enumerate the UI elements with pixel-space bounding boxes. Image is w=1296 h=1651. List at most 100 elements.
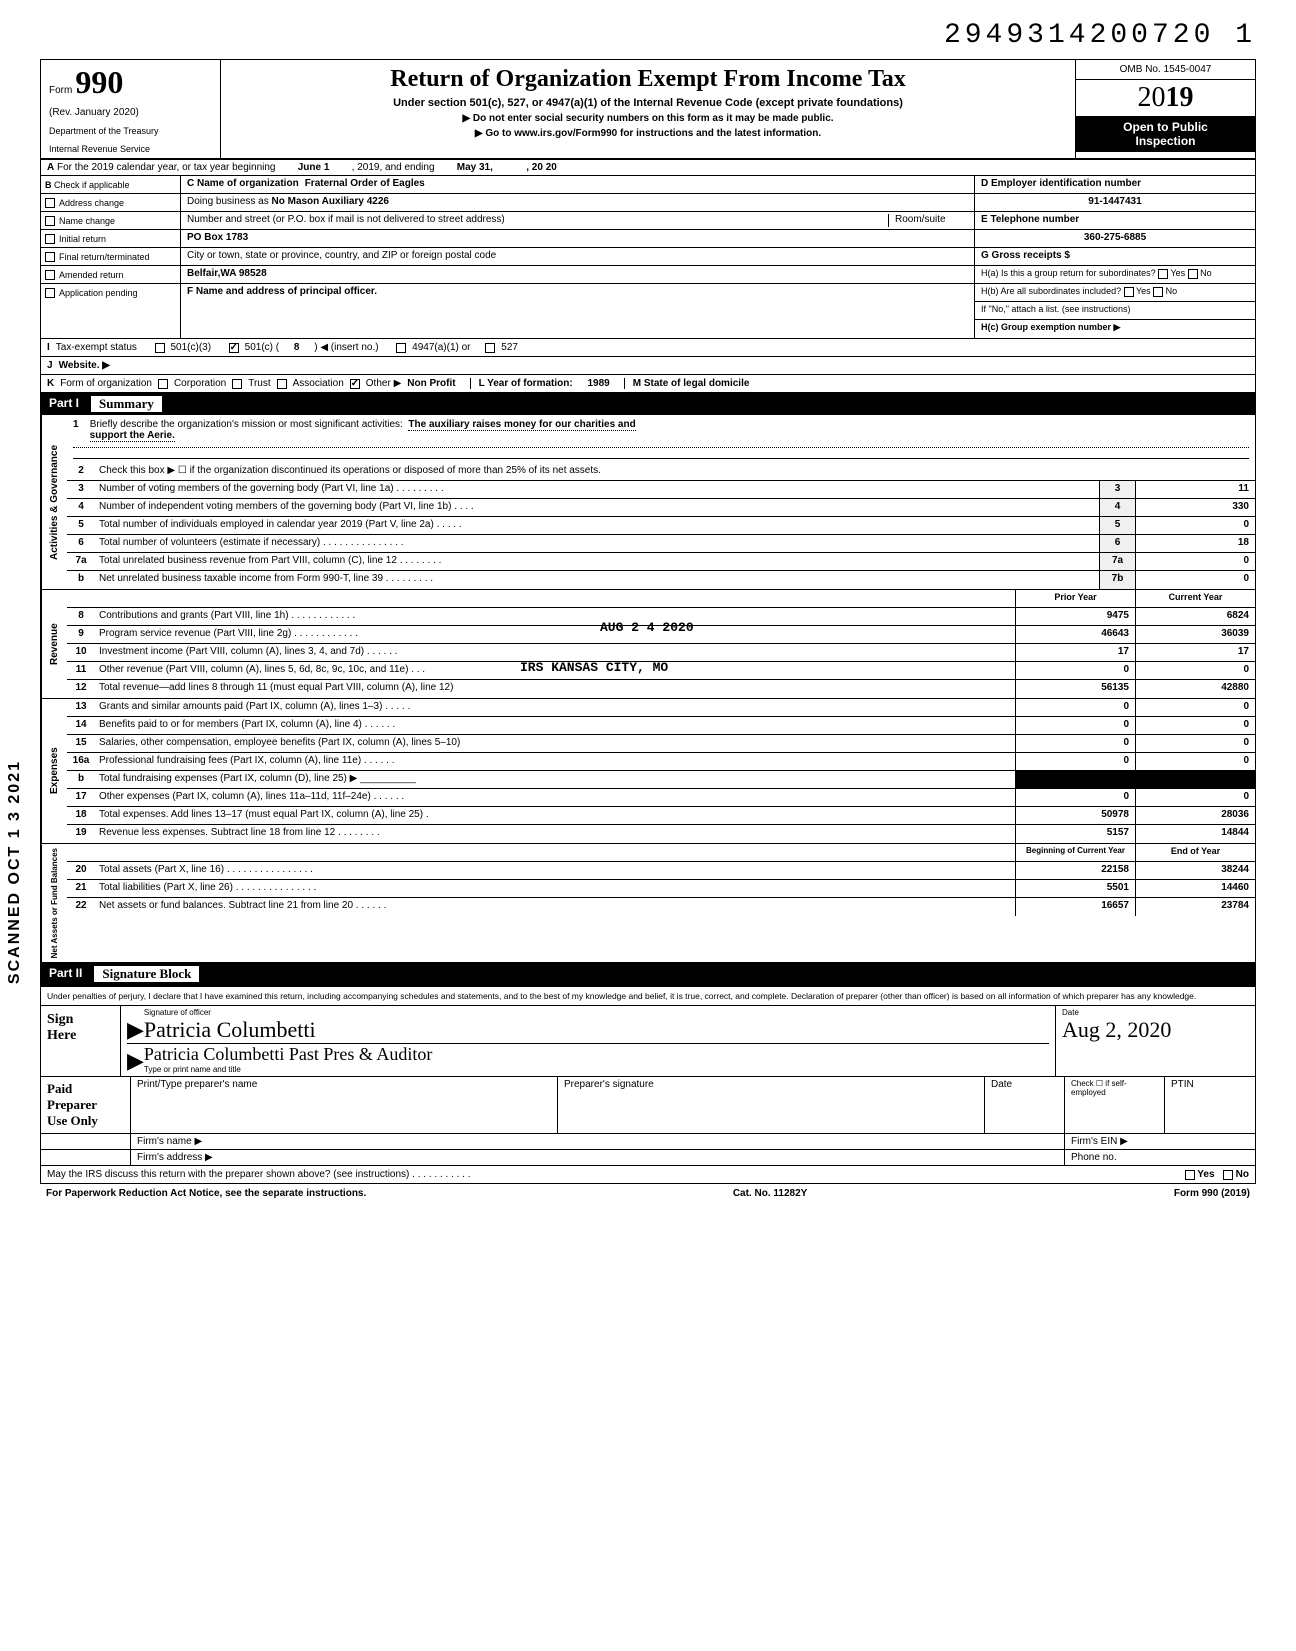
printed-name-hand: Patricia Columbetti Past Pres & Auditor xyxy=(144,1044,1049,1065)
year-prefix: 20 xyxy=(1138,82,1166,113)
row-prior: 0 xyxy=(1015,699,1135,716)
row-num: 9 xyxy=(67,626,95,643)
row-val: 11 xyxy=(1135,481,1255,498)
row-text: Total unrelated business revenue from Pa… xyxy=(95,553,1099,570)
checkbox-icon xyxy=(45,288,55,298)
m-label: M State of legal domicile xyxy=(624,378,750,389)
checkbox-icon[interactable] xyxy=(1158,269,1168,279)
d-label: D Employer identification number xyxy=(975,176,1255,194)
checkbox-icon[interactable] xyxy=(1223,1170,1233,1180)
checkbox-icon[interactable] xyxy=(232,379,242,389)
l-label-text: L Year of formation: xyxy=(479,378,573,389)
form-header: Form 990 (Rev. January 2020) Department … xyxy=(40,59,1256,160)
row-c-name: C Name of organization Fraternal Order o… xyxy=(181,176,974,194)
checkbox-icon[interactable] xyxy=(485,343,495,353)
sig-date: Date Aug 2, 2020 xyxy=(1055,1006,1255,1076)
summary-row: 15 Salaries, other compensation, employe… xyxy=(67,735,1255,753)
row-current: 36039 xyxy=(1135,626,1255,643)
note-ssn: ▶ Do not enter social security numbers o… xyxy=(231,113,1065,124)
checkbox-icon[interactable] xyxy=(158,379,168,389)
row-num: b xyxy=(67,771,95,788)
line-1-mission: 1 Briefly describe the organization's mi… xyxy=(67,415,1255,463)
row-val: 0 xyxy=(1135,571,1255,589)
line-1-val2: support the Aerie. xyxy=(90,430,175,442)
checkbox-icon[interactable] xyxy=(396,343,406,353)
row-val: 330 xyxy=(1135,499,1255,516)
row-prior: 0 xyxy=(1015,662,1135,679)
checkbox-icon[interactable] xyxy=(1153,287,1163,297)
line-a-end: May 31, xyxy=(457,162,493,173)
checkbox-icon[interactable] xyxy=(1124,287,1134,297)
summary-revenue: Revenue Prior Year Current Year 8 Contri… xyxy=(40,590,1256,699)
row-current: 0 xyxy=(1135,699,1255,716)
checkbox-icon[interactable] xyxy=(229,343,239,353)
b-check-label: Check if applicable xyxy=(54,180,130,190)
chk-final-return[interactable]: Final return/terminated xyxy=(41,248,180,266)
checkbox-icon[interactable] xyxy=(1185,1170,1195,1180)
summary-governance: Activities & Governance 1 Briefly descri… xyxy=(40,415,1256,590)
checkbox-icon xyxy=(45,234,55,244)
l-label: L Year of formation: xyxy=(470,378,573,389)
omb-number: OMB No. 1545-0047 xyxy=(1076,60,1255,80)
checkbox-icon[interactable] xyxy=(277,379,287,389)
row-current: 42880 xyxy=(1135,680,1255,698)
row-text: Other expenses (Part IX, column (A), lin… xyxy=(95,789,1015,806)
discuss-row: May the IRS discuss this return with the… xyxy=(40,1166,1256,1184)
open-line1: Open to Public xyxy=(1080,120,1251,134)
row-box: 3 xyxy=(1099,481,1135,498)
row-end: 14460 xyxy=(1135,880,1255,897)
row-val: 18 xyxy=(1135,535,1255,552)
hb-row: H(b) Are all subordinates included? Yes … xyxy=(975,284,1255,302)
row-dba: Doing business as No Mason Auxiliary 422… xyxy=(181,194,974,212)
summary-net-assets: Net Assets or Fund Balances Beginning of… xyxy=(40,844,1256,963)
vtab-expenses: Expenses xyxy=(41,699,67,843)
checkbox-icon xyxy=(45,270,55,280)
row-prior: 50978 xyxy=(1015,807,1135,824)
line-a-end2: , 20 20 xyxy=(526,162,557,173)
d-label-text: D Employer identification number xyxy=(981,178,1141,189)
summary-row: 19 Revenue less expenses. Subtract line … xyxy=(67,825,1255,843)
chk-label: Address change xyxy=(59,198,124,208)
document-number: 2949314200720 1 xyxy=(40,20,1256,51)
dba-label: Doing business as xyxy=(187,196,269,209)
row-num: b xyxy=(67,571,95,589)
row-num: 16a xyxy=(67,753,95,770)
row-begin: 22158 xyxy=(1015,862,1135,879)
checkbox-icon[interactable] xyxy=(1188,269,1198,279)
open-line2: Inspection xyxy=(1080,134,1251,148)
date-hand: Aug 2, 2020 xyxy=(1062,1017,1249,1043)
room-label: Room/suite xyxy=(888,214,968,227)
summary-row: 3 Number of voting members of the govern… xyxy=(67,481,1255,499)
preparer-row-2: Firm's name ▶ Firm's EIN ▶ xyxy=(41,1134,1255,1150)
row-text: Total revenue—add lines 8 through 11 (mu… xyxy=(95,680,1015,698)
row-prior: 5157 xyxy=(1015,825,1135,843)
chk-address-change[interactable]: Address change xyxy=(41,194,180,212)
row-prior: 9475 xyxy=(1015,608,1135,625)
no: No xyxy=(1166,286,1178,296)
row-num: 6 xyxy=(67,535,95,552)
checkbox-icon[interactable] xyxy=(155,343,165,353)
chk-initial-return[interactable]: Initial return xyxy=(41,230,180,248)
row-current: 0 xyxy=(1135,735,1255,752)
line-2: 2 Check this box ▶ ☐ if the organization… xyxy=(67,463,1255,481)
opt-4947: 4947(a)(1) or xyxy=(412,342,470,353)
row-prior: 46643 xyxy=(1015,626,1135,643)
form-subtitle: Under section 501(c), 527, or 4947(a)(1)… xyxy=(231,97,1065,109)
revision: (Rev. January 2020) xyxy=(49,107,212,118)
form-title: Return of Organization Exempt From Incom… xyxy=(231,66,1065,93)
row-text: Total assets (Part X, line 16) . . . . .… xyxy=(95,862,1015,879)
row-current: 6824 xyxy=(1135,608,1255,625)
preparer-row-3: Firm's address ▶ Phone no. xyxy=(41,1150,1255,1165)
line-a: A For the 2019 calendar year, or tax yea… xyxy=(40,160,1256,176)
checkbox-icon[interactable] xyxy=(350,379,360,389)
preparer-row-1: Paid Preparer Use Only Print/Type prepar… xyxy=(41,1077,1255,1134)
opt-corp: Corporation xyxy=(174,378,226,389)
chk-amended-return[interactable]: Amended return xyxy=(41,266,180,284)
col-prior: Prior Year xyxy=(1015,590,1135,607)
governance-rows: 1 Briefly describe the organization's mi… xyxy=(67,415,1255,589)
checkbox-icon xyxy=(45,252,55,262)
form-label: Form xyxy=(49,85,72,96)
chk-application-pending[interactable]: Application pending xyxy=(41,284,180,302)
row-text: Revenue less expenses. Subtract line 18 … xyxy=(95,825,1015,843)
chk-name-change[interactable]: Name change xyxy=(41,212,180,230)
